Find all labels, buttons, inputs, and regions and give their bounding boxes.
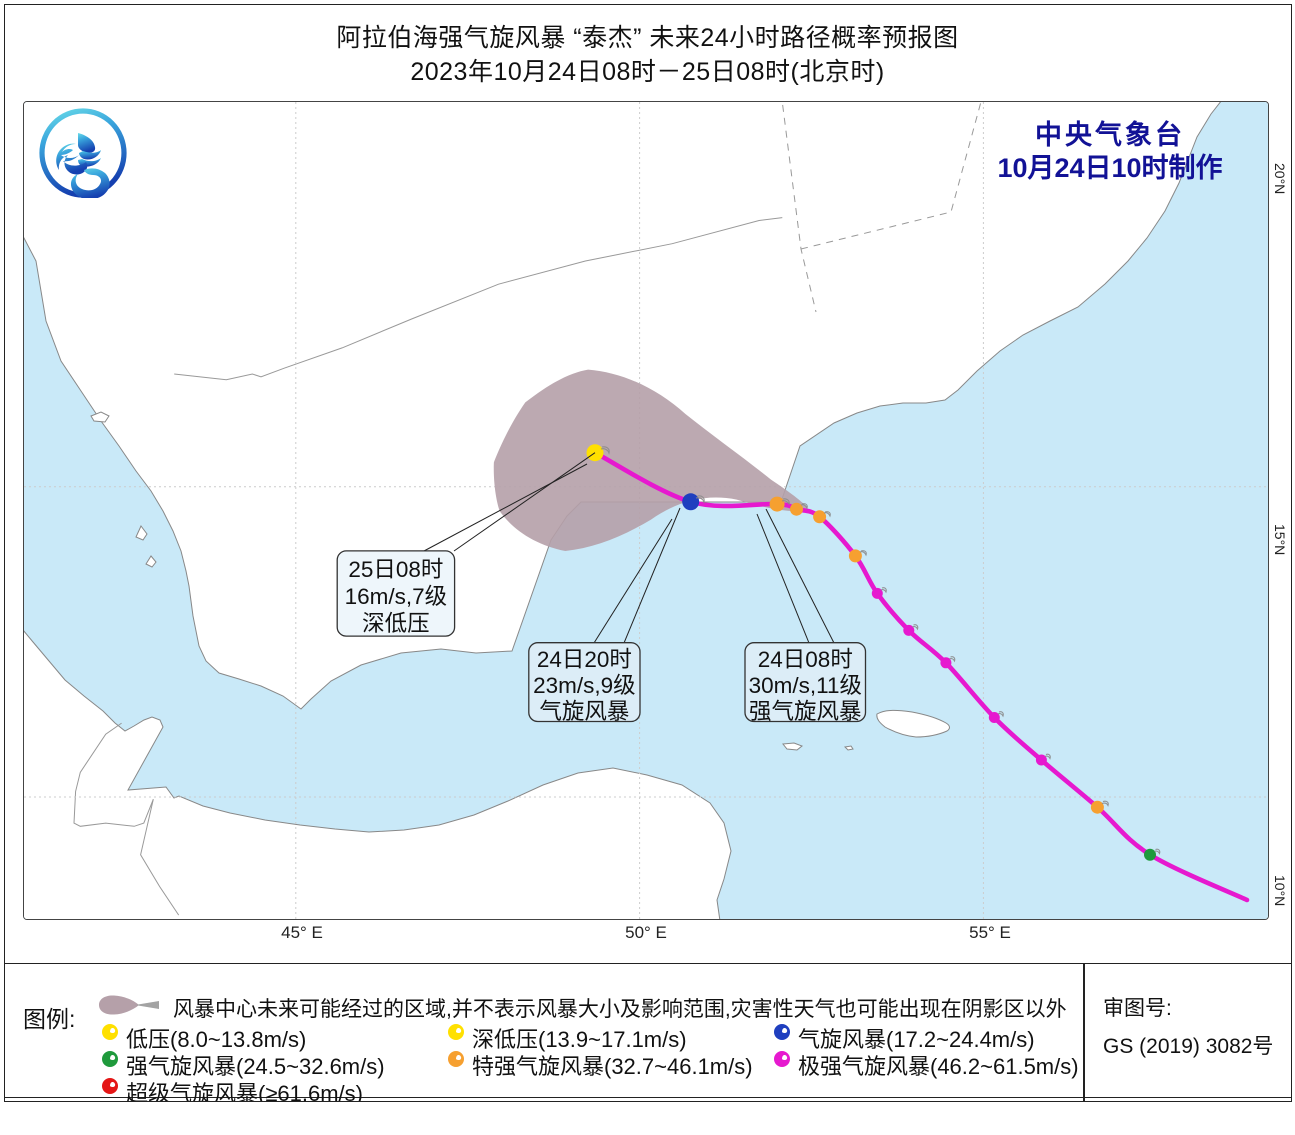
svg-text:深低压: 深低压: [362, 611, 430, 636]
svg-text:16m/s,7级: 16m/s,7级: [345, 584, 448, 609]
svg-text:30m/s,11级: 30m/s,11级: [749, 673, 862, 698]
svg-text:24日08时: 24日08时: [758, 647, 853, 672]
svg-text:气旋风暴: 气旋风暴: [539, 699, 629, 724]
svg-text:23m/s,9级: 23m/s,9级: [533, 673, 636, 698]
svg-text:25日08时: 25日08时: [348, 557, 443, 582]
svg-text:强气旋风暴: 强气旋风暴: [749, 699, 862, 724]
svg-text:24日20时: 24日20时: [537, 647, 632, 672]
